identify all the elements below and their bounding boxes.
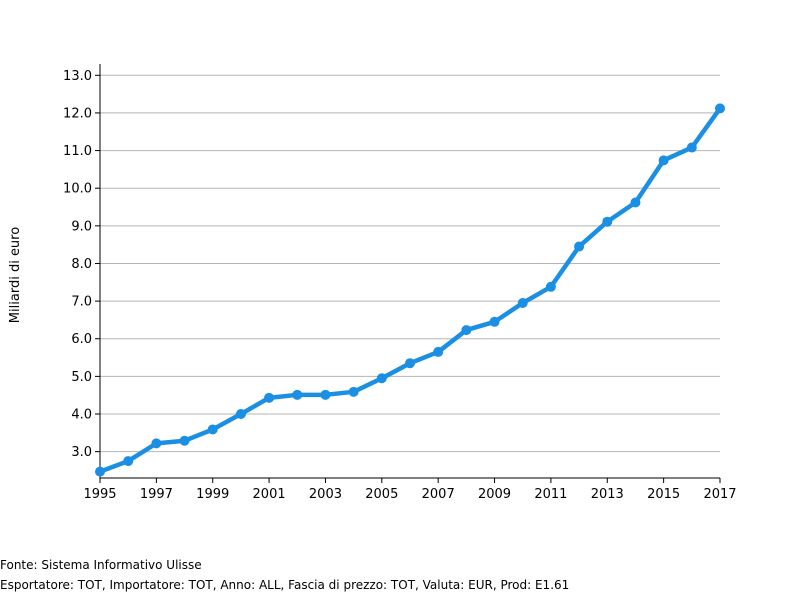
y-tick-label: 4.0: [71, 408, 92, 423]
x-tick-label: 1995: [83, 487, 116, 502]
data-point: [602, 216, 613, 227]
y-tick-label: 6.0: [71, 332, 92, 347]
x-tick-label: 1997: [140, 487, 173, 502]
y-tick-label: 3.0: [71, 445, 92, 460]
data-point: [686, 142, 697, 153]
data-point: [123, 456, 134, 467]
data-point: [151, 438, 162, 449]
y-axis-ticks: 3.0 4.0 5.0 6.0 7.0 8.0 9.0 10.0 11.0 12.0 13.0: [63, 69, 100, 460]
data-point: [630, 197, 641, 208]
x-tick-label: 2003: [309, 487, 342, 502]
data-point: [433, 346, 444, 357]
data-point: [658, 155, 669, 166]
y-tick-label: 11.0: [63, 144, 92, 159]
data-point: [405, 358, 415, 369]
y-tick-label: 9.0: [71, 219, 92, 234]
x-tick-label: 2009: [478, 487, 511, 502]
data-point: [517, 297, 528, 308]
data-point: [320, 389, 331, 400]
data-point: [264, 392, 275, 403]
data-point: [207, 424, 218, 435]
x-tick-label: 2001: [253, 487, 286, 502]
y-tick-label: 5.0: [71, 370, 92, 385]
y-tick-label: 13.0: [63, 69, 92, 84]
x-tick-label: 2013: [591, 487, 624, 502]
x-tick-label: 2007: [422, 487, 455, 502]
x-tick-label: 2015: [647, 487, 680, 502]
data-point: [95, 466, 105, 477]
series-group: [95, 103, 725, 477]
data-point: [489, 316, 500, 327]
data-point: [376, 373, 387, 384]
footer-source: Fonte: Sistema Informativo Ulisse: [0, 558, 202, 572]
data-point: [348, 386, 359, 397]
data-point: [715, 103, 725, 114]
data-point: [179, 435, 190, 446]
y-tick-label: 10.0: [63, 182, 92, 197]
data-point: [574, 241, 585, 252]
data-point: [235, 409, 246, 420]
data-point: [461, 325, 472, 336]
series-line: [97, 106, 723, 474]
y-tick-label: 7.0: [71, 295, 92, 310]
footer-filters: Esportatore: TOT, Importatore: TOT, Anno…: [0, 578, 570, 592]
y-tick-label: 12.0: [63, 106, 92, 121]
y-tick-label: 8.0: [71, 257, 92, 272]
data-point: [545, 281, 556, 292]
x-tick-label: 2011: [534, 487, 567, 502]
axes: [99, 64, 720, 479]
x-tick-label: 2005: [365, 487, 398, 502]
x-tick-label: 2017: [703, 487, 736, 502]
y-axis-title: Miliardi di euro: [8, 227, 23, 323]
data-point: [292, 389, 303, 400]
x-axis-ticks: 1995 1997 1999 2001 2003 2005 2007 2009 2011 2013…: [83, 478, 737, 502]
gridlines: [100, 74, 720, 453]
x-tick-label: 1999: [196, 487, 229, 502]
